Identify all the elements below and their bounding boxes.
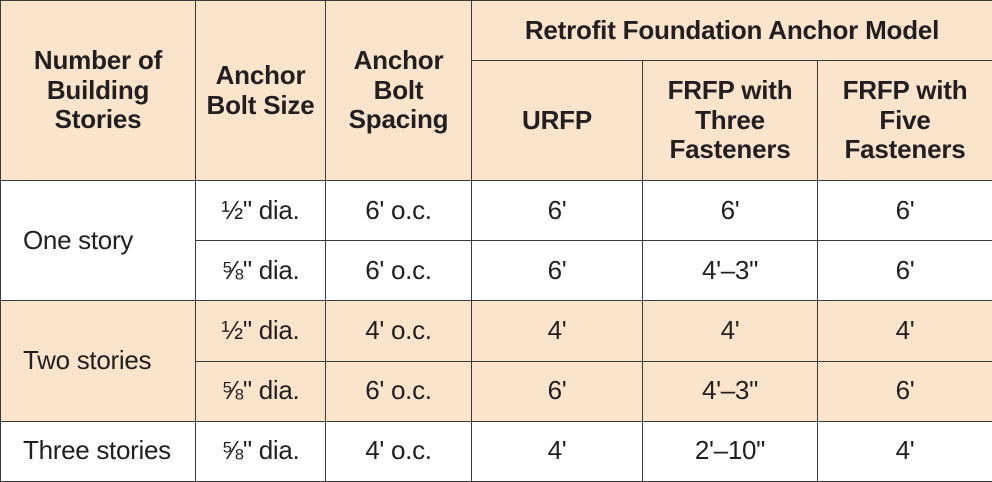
urfp-cell: 6'	[471, 240, 643, 302]
stories-cell: Two stories	[0, 300, 196, 422]
stories-cell: One story	[0, 179, 196, 302]
table-row: One story ½" dia. 6' o.c. 6' 6' 6'	[0, 179, 992, 302]
bolt-spacing-cell: 6' o.c.	[325, 179, 472, 242]
header-building-stories: Number of Building Stories	[0, 0, 196, 181]
frfp5-cell: 6'	[816, 240, 992, 302]
frfp5-cell: 6'	[816, 360, 992, 422]
table-row: ⅝" dia. 6' o.c. 6' 4'–3" 6'	[1, 360, 992, 422]
stories-cell: Three stories	[0, 420, 196, 482]
urfp-cell: 4'	[471, 420, 643, 482]
urfp-cell: 4'	[471, 300, 643, 362]
bolt-size-cell: ⅝" dia.	[195, 360, 326, 422]
header-frfp-five-fasteners: FRFP with Five Fasteners	[816, 60, 992, 181]
frfp3-cell: 4'	[642, 300, 818, 362]
bolt-size-cell: ½" dia.	[195, 300, 326, 362]
table-row: Three stories ⅝" dia. 4' o.c. 4' 2'–10" …	[0, 420, 992, 482]
table-row: Two stories ½" dia. 4' o.c. 4' 4' 4'	[0, 300, 992, 422]
frfp5-cell: 4'	[816, 300, 992, 362]
bolt-spacing-cell: 6' o.c.	[325, 240, 472, 302]
header-anchor-bolt-spacing: Anchor Bolt Spacing	[325, 0, 472, 181]
header-frfp-three-fasteners: FRFP with Three Fasteners	[642, 60, 818, 181]
frfp5-cell: 6'	[816, 179, 992, 242]
bolt-spacing-cell: 6' o.c.	[325, 360, 472, 422]
bolt-size-cell: ½" dia.	[195, 179, 326, 242]
bolt-spacing-cell: 4' o.c.	[325, 300, 472, 362]
frfp3-cell: 2'–10"	[642, 420, 818, 482]
bolt-spacing-cell: 4' o.c.	[325, 420, 472, 482]
header-retrofit-anchor-model: Retrofit Foundation Anchor Model	[470, 0, 992, 61]
frfp3-cell: 4'–3"	[642, 360, 818, 422]
urfp-cell: 6'	[471, 179, 643, 242]
frfp3-cell: 4'–3"	[642, 240, 818, 302]
frfp3-cell: 6'	[642, 179, 818, 242]
header-urfp: URFP	[471, 60, 643, 181]
bolt-size-cell: ⅝" dia.	[195, 420, 326, 482]
frfp5-cell: 4'	[816, 420, 992, 482]
bolt-size-cell: ⅝" dia.	[195, 240, 326, 302]
urfp-cell: 6'	[471, 360, 643, 422]
table-row: ⅝" dia. 6' o.c. 6' 4'–3" 6'	[1, 240, 992, 302]
header-anchor-bolt-size: Anchor Bolt Size	[195, 0, 326, 181]
